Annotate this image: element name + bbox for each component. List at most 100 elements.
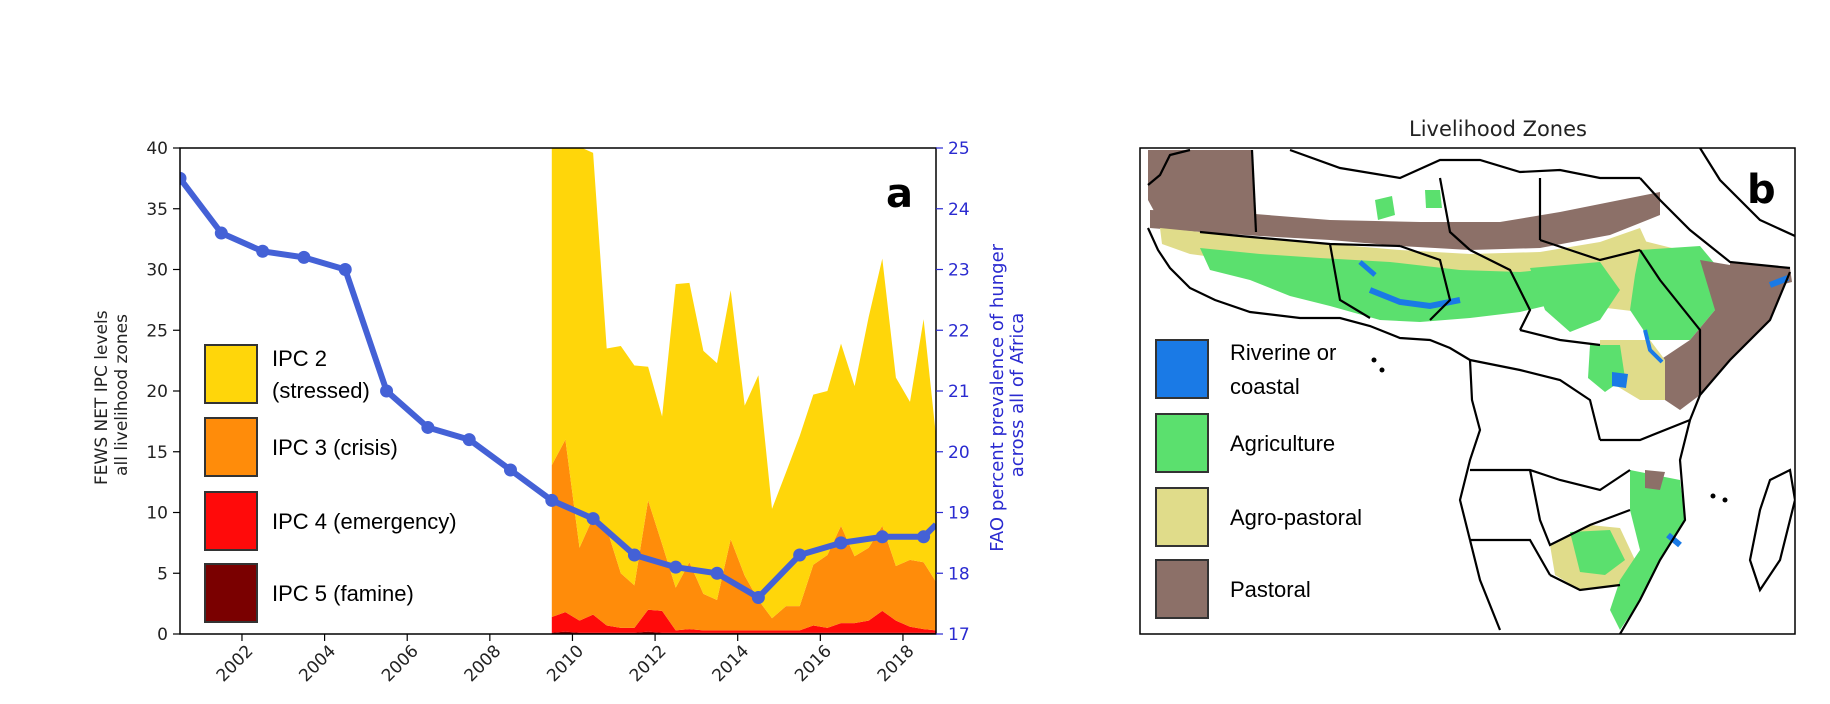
island-dot-2	[1722, 497, 1728, 503]
legend-label: IPC 4 (emergency)	[272, 509, 457, 534]
west-africa-coastline	[1146, 227, 1471, 361]
map-legend-label: Riverine or	[1230, 340, 1336, 365]
panel-a-chart: 2002 2004 2006 2008 2010 2012 2014 2016 2018 051…	[92, 139, 1028, 686]
mozambique-coast-riverine	[1666, 532, 1682, 548]
x-tick-label: 2018	[874, 641, 919, 686]
hunger-line-series	[180, 171, 936, 605]
x-tick-label: 2012	[626, 641, 671, 686]
map-legend-label: coastal	[1230, 374, 1300, 399]
central-africa-coastline	[1458, 359, 1482, 541]
map-legend-swatch	[1155, 339, 1209, 399]
zambia-zimbabwe-border	[1528, 469, 1631, 547]
hunger-point	[834, 536, 848, 550]
legend-item: IPC 2 (stressed)	[204, 344, 370, 404]
horn-pastoral-zone	[1660, 260, 1790, 410]
map-legend-label: Agriculture	[1230, 431, 1335, 456]
x-tick-label: 2010	[543, 641, 588, 686]
map-legend-item: Agriculture	[1155, 413, 1335, 473]
east-africa-coastline	[1619, 271, 1792, 634]
sudan-agriculture-zone	[1530, 262, 1620, 332]
hunger-point	[751, 591, 765, 605]
nigeria-niger-border	[1399, 244, 1452, 321]
panel-b-letter: b	[1747, 167, 1776, 213]
sudan-border	[1539, 238, 1641, 262]
libya-border	[1250, 149, 1258, 233]
ipc-legend: IPC 2 (stressed) IPC 3 (crisis) IPC 4 (emer…	[204, 344, 457, 623]
map-legend-label: Agro-pastoral	[1230, 505, 1362, 530]
hunger-point	[710, 566, 724, 580]
tanzania-border	[1600, 418, 1691, 442]
right-y-axis-label-line-1: FAO percent prevalence of hunger	[987, 243, 1008, 551]
hunger-point	[503, 463, 517, 477]
legend-swatch	[204, 417, 258, 477]
island-dot-1	[1710, 493, 1716, 499]
y-tick-label: 10	[146, 504, 168, 524]
drc-border	[1469, 358, 1602, 441]
hunger-point	[586, 512, 600, 526]
hunger-point	[214, 226, 228, 240]
sahel-agropastoral-strip	[1160, 228, 1650, 282]
map-title: Livelihood Zones	[1409, 117, 1587, 141]
hunger-point	[338, 263, 352, 276]
y2-tick-label: 19	[948, 504, 970, 524]
panel-a-letter: a	[886, 171, 913, 217]
angola-zambia-border	[1470, 468, 1631, 492]
south-sudan-border	[1519, 328, 1601, 347]
y2-tick-label: 23	[948, 261, 970, 281]
y-tick-label: 5	[157, 564, 168, 584]
y2-tick-label: 22	[948, 321, 970, 341]
legend-label: IPC 2	[272, 346, 327, 371]
map-frame	[1139, 147, 1796, 635]
hunger-point	[256, 244, 270, 258]
y2-tick-label: 17	[948, 625, 970, 645]
north-agriculture-spot-1	[1375, 196, 1395, 220]
hunger-point	[462, 433, 476, 447]
y-tick-label: 25	[146, 321, 168, 341]
west-africa-agriculture-belt	[1200, 248, 1570, 322]
map-legend-item: Riverine or coastal	[1155, 339, 1336, 399]
x-tick-label: 2004	[295, 641, 340, 686]
southern-africa-agriculture-zone	[1570, 530, 1625, 575]
x-tick-label: 2014	[709, 641, 754, 686]
sahel-border-west	[1199, 230, 1401, 248]
y-tick-label: 30	[146, 261, 168, 281]
map-legend-swatch	[1155, 487, 1209, 547]
legend-swatch	[204, 563, 258, 623]
north-africa-coastline	[1147, 148, 1191, 186]
left-y-axis-ticks: 0 5 10 15 20 25 30 35 40	[146, 139, 180, 645]
x-tick-label: 2002	[213, 641, 258, 686]
right-y-axis-label-line-2: across all of Africa	[1007, 313, 1028, 478]
map-legend-label: Pastoral	[1230, 577, 1311, 602]
area-ipc-3-crisis	[551, 439, 936, 631]
hunger-point	[545, 493, 559, 507]
left-y-axis-label-line-1: FEWS NET IPC levels	[92, 310, 112, 485]
map-legend-item: Agro-pastoral	[1155, 487, 1362, 547]
red-sea-coast	[1639, 177, 1791, 270]
mozambique-pastoral-patch	[1645, 470, 1665, 490]
chad-cameroon-border	[1469, 249, 1532, 331]
y-tick-label: 0	[157, 625, 168, 645]
y2-tick-label: 18	[948, 564, 970, 584]
hunger-point	[380, 384, 394, 398]
arabia-outline	[1699, 148, 1795, 238]
ethiopia-riverine-strip	[1643, 329, 1664, 364]
island-dot-4	[1379, 367, 1385, 373]
y2-tick-label: 20	[948, 443, 970, 463]
chad-libya-border	[1438, 177, 1471, 251]
y-tick-label: 35	[146, 200, 168, 220]
legend-label: IPC 5 (famine)	[272, 581, 414, 606]
somalia-coast-riverine	[1768, 275, 1790, 288]
mozambique-agriculture-zone	[1610, 470, 1685, 630]
area-ipc-2-stressed	[551, 148, 936, 619]
map-canvas	[1140, 148, 1795, 634]
x-tick-label: 2008	[461, 641, 506, 686]
x-tick-label: 2006	[378, 641, 423, 686]
legend-item: IPC 3 (crisis)	[204, 417, 398, 477]
hunger-point	[627, 548, 641, 562]
benue-river-riverine	[1358, 260, 1377, 277]
sahel-pastoral-band	[1150, 192, 1660, 250]
panel-b-map: Livelihood Zones	[1139, 117, 1796, 635]
y-tick-label: 40	[146, 139, 168, 159]
legend-label: IPC 3 (crisis)	[272, 435, 398, 460]
